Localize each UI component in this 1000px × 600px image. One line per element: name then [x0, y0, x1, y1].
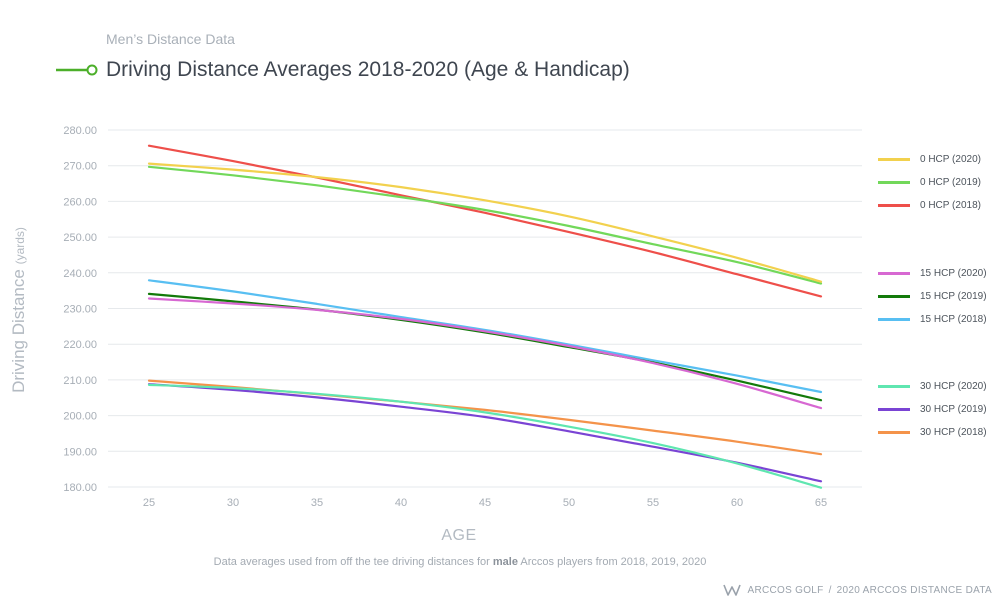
legend-item: 0 HCP (2020) [878, 154, 981, 165]
y-tick-label: 230.00 [63, 304, 97, 316]
x-tick-label: 30 [227, 497, 239, 509]
legend-item: 15 HCP (2018) [878, 314, 987, 325]
legend-label: 15 HCP (2020) [920, 268, 987, 279]
chart-title: Driving Distance Averages 2018-2020 (Age… [106, 58, 630, 81]
footnote-text-end: Arccos players from 2018, 2019, 2020 [517, 556, 707, 568]
legend-swatch [878, 408, 910, 411]
brand-credit: ARCCOS GOLF / 2020 ARCCOS DISTANCE DATA [723, 584, 992, 596]
title-row: Driving Distance Averages 2018-2020 (Age… [56, 58, 630, 82]
series-line-0-hcp-2020 [147, 162, 823, 283]
legend-item: 0 HCP (2018) [878, 200, 981, 211]
legend-label: 30 HCP (2018) [920, 427, 987, 438]
y-tick-label: 250.00 [63, 232, 97, 244]
x-tick-label: 45 [479, 497, 491, 509]
x-axis-label: AGE [441, 527, 477, 544]
legend-swatch [878, 295, 910, 298]
y-tick-label: 210.00 [63, 375, 97, 387]
legend-label: 0 HCP (2018) [920, 200, 981, 211]
arccos-logo-icon [723, 584, 742, 596]
legend-swatch [878, 318, 910, 321]
brand-caption: 2020 ARCCOS DISTANCE DATA [836, 584, 992, 596]
legend-item: 30 HCP (2019) [878, 404, 987, 415]
series-line-30-hcp-2019 [147, 383, 823, 483]
series-line-15-hcp-2019 [147, 292, 823, 402]
series-line-15-hcp-2020 [147, 297, 823, 410]
series-line-0-hcp-2018 [147, 144, 823, 298]
legend-item: 30 HCP (2018) [878, 427, 987, 438]
legend-swatch [878, 181, 910, 184]
y-tick-label: 180.00 [63, 482, 97, 494]
series-line-0-hcp-2019 [147, 165, 823, 285]
y-tick-label: 220.00 [63, 339, 97, 351]
footnote: Data averages used from off the tee driv… [214, 556, 707, 568]
footnote-bold: male [492, 556, 518, 568]
legend-swatch [878, 272, 910, 275]
y-tick-label: 200.00 [63, 411, 97, 423]
legend-swatch [878, 158, 910, 161]
x-tick-label: 40 [395, 497, 407, 509]
x-tick-label: 50 [563, 497, 575, 509]
legend-item: 0 HCP (2019) [878, 177, 981, 188]
legend-label: 0 HCP (2020) [920, 154, 981, 165]
legend-item: 15 HCP (2019) [878, 291, 987, 302]
y-tick-label: 260.00 [63, 196, 97, 208]
legend-swatch [878, 385, 910, 388]
legend-label: 15 HCP (2018) [920, 314, 987, 325]
legend-item: 15 HCP (2020) [878, 268, 987, 279]
chart-supertitle: Men’s Distance Data [106, 31, 235, 47]
x-tick-label: 35 [311, 497, 323, 509]
y-tick-label: 190.00 [63, 446, 97, 458]
legend-swatch [878, 431, 910, 434]
legend-swatch [878, 204, 910, 207]
brand-name: ARCCOS GOLF [747, 584, 824, 596]
legend-label: 15 HCP (2019) [920, 291, 987, 302]
y-tick-label: 270.00 [63, 161, 97, 173]
x-tick-label: 55 [647, 497, 659, 509]
footnote-text-start: Data averages used from off the tee driv… [213, 556, 493, 568]
legend-label: 0 HCP (2019) [920, 177, 981, 188]
series-line-30-hcp-2020 [147, 383, 823, 489]
x-tick-label: 65 [815, 497, 827, 509]
brand-separator: / [828, 584, 832, 596]
legend-label: 30 HCP (2019) [920, 404, 987, 415]
green-line-circle-icon [56, 64, 98, 76]
legend-label: 30 HCP (2020) [920, 381, 987, 392]
x-tick-label: 60 [731, 497, 743, 509]
y-tick-label: 240.00 [63, 268, 97, 280]
x-tick-label: 25 [143, 497, 155, 509]
legend-item: 30 HCP (2020) [878, 381, 987, 392]
series-line-15-hcp-2018 [147, 279, 823, 394]
y-tick-label: 280.00 [63, 125, 97, 137]
